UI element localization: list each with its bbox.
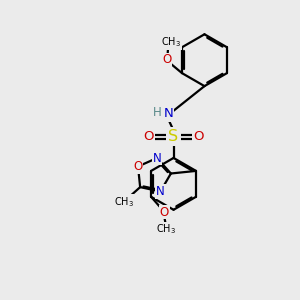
- Text: N: N: [156, 185, 165, 198]
- Text: N: N: [153, 152, 161, 164]
- Text: O: O: [193, 130, 204, 143]
- Text: CH$_3$: CH$_3$: [114, 195, 134, 209]
- Text: S: S: [169, 129, 178, 144]
- Text: O: O: [160, 206, 169, 219]
- Text: CH$_3$: CH$_3$: [156, 222, 176, 236]
- Text: N: N: [164, 107, 173, 120]
- Text: O: O: [162, 53, 171, 66]
- Text: CH$_3$: CH$_3$: [161, 35, 181, 49]
- Text: O: O: [134, 160, 142, 173]
- Text: O: O: [143, 130, 154, 143]
- Text: H: H: [153, 106, 161, 119]
